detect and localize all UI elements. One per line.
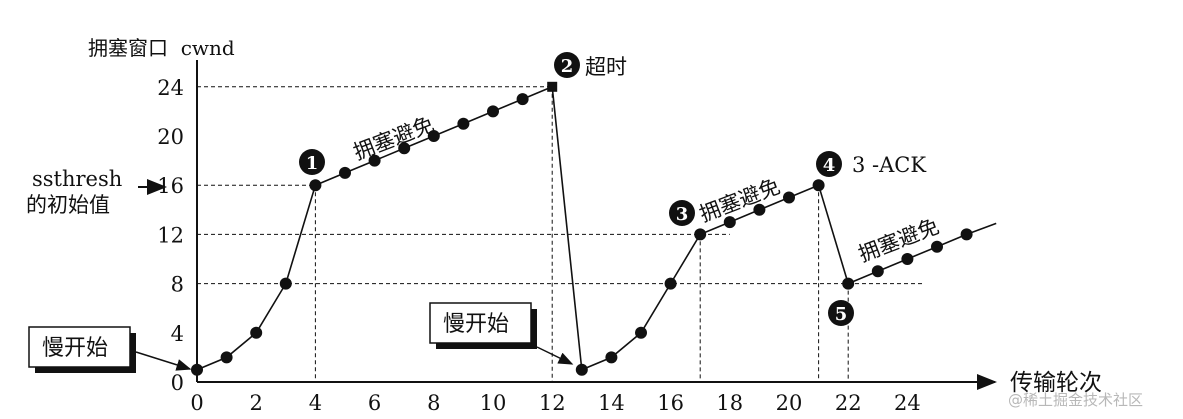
data-point [191,363,203,376]
slow-start-arrow-1 [135,351,192,371]
marker-1: 1 [306,153,319,174]
annotation-4-text: 3 -ACK [852,153,926,177]
data-point [575,363,588,376]
y-tick-label: 4 [171,322,184,346]
x-tick-label: 24 [894,391,921,415]
data-point [783,191,795,204]
data-point [279,277,292,290]
data-point [547,81,558,92]
x-tick-label: 10 [480,391,507,415]
ssthresh-label: ssthresh 的初始值 [26,167,129,217]
data-point [220,351,233,364]
x-tick-label: 4 [309,391,322,415]
annotation-2-text: 超时 [585,55,627,79]
slow-start-label-1: 慢开始 [42,336,108,361]
data-point [960,228,973,241]
y-tick-label: 8 [171,273,184,297]
x-tick-label: 2 [250,391,263,415]
window-drop-line [551,86,583,370]
x-tick-label: 8 [427,391,440,415]
data-point [487,105,499,118]
marker-4: 4 [823,155,836,176]
x-tick-label: 14 [598,391,625,415]
x-tick-label: 22 [835,391,862,415]
ssthresh-label-line1: ssthresh [32,167,122,191]
data-point [753,203,766,216]
data-point [664,277,677,290]
x-tick-labels: 0 2 4 6 8 10 12 14 16 18 20 22 24 [190,391,920,415]
annotation-2: 2 超时 [554,52,627,79]
data-point [427,130,440,142]
slow-start-callout-1: 慢开始 [28,326,192,373]
x-tick-label: 0 [190,391,203,415]
data-point [516,93,529,106]
annotation-4: 4 3 -ACK [816,151,926,177]
cwnd-points [191,81,973,376]
watermark: @稀土掘金技术社区 [1008,391,1143,409]
data-point [901,253,914,265]
data-point [842,277,855,290]
x-tick-label: 6 [368,391,381,415]
x-axis-label: 传输轮次 [1010,370,1102,396]
x-tick-label: 16 [657,391,684,415]
data-point [694,228,707,241]
data-point [931,240,943,253]
y-tick-label: 20 [157,125,184,149]
data-point [723,216,736,229]
marker-2: 2 [561,56,574,77]
x-tick-label: 20 [776,391,803,415]
reference-dashed-lines [197,86,923,382]
data-point [398,142,411,155]
window-drop-line [817,184,849,284]
data-point [309,179,322,192]
y-tick-label: 0 [171,371,184,395]
data-point [635,326,647,339]
slow-start-arrow-2 [536,346,574,365]
data-point [368,154,381,167]
cwnd-series [196,86,997,371]
y-axis-label: 拥塞窗口 cwnd [88,36,235,60]
data-point [812,179,825,192]
marker-3: 3 [676,204,689,225]
data-point [250,326,263,339]
annotation-5: 5 [828,300,854,326]
marker-5: 5 [835,304,848,325]
data-point [871,265,884,278]
annotation-6-text: 拥塞避免 [855,214,942,267]
y-tick-label: 24 [157,76,184,100]
x-tick-label: 18 [716,391,743,415]
ssthresh-label-line2: 的初始值 [26,193,110,217]
slow-start-callout-2: 慢开始 [429,302,574,365]
annotation-1-text: 拥塞避免 [350,112,437,165]
data-point [339,166,351,179]
x-tick-label: 12 [539,391,566,415]
data-point [605,351,618,364]
y-tick-label: 12 [157,223,184,247]
slow-start-label-2: 慢开始 [443,312,509,337]
data-point [457,117,470,130]
